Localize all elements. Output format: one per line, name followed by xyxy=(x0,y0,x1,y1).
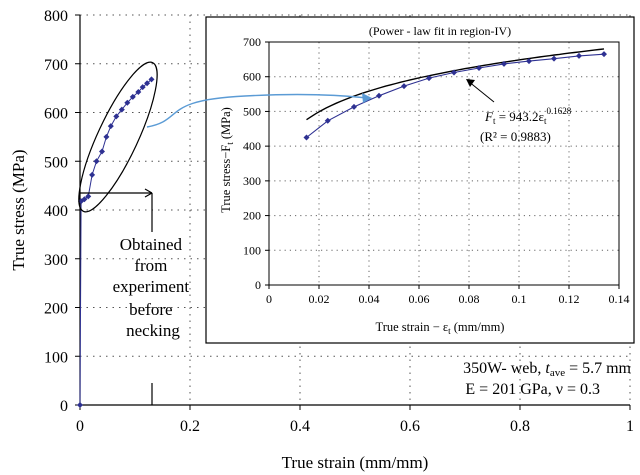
main-data-point xyxy=(135,89,142,96)
main-y-tick-label: 0 xyxy=(60,398,68,415)
main-data-point xyxy=(144,80,151,87)
inset-x-tick-label: 0 xyxy=(266,292,272,306)
inset-data-point xyxy=(526,58,532,65)
inset-data-point xyxy=(476,65,482,72)
main-y-tick-label: 700 xyxy=(44,57,68,74)
equation-arrow-head xyxy=(466,79,475,87)
main-y-axis-title: True stress (MPa) xyxy=(9,149,28,270)
inset-data-point xyxy=(303,134,310,141)
inset-data-point xyxy=(451,69,457,76)
main-data-point xyxy=(99,148,105,155)
inset-y-tick-label: 500 xyxy=(243,104,261,118)
main-y-tick-label: 500 xyxy=(44,154,68,171)
main-data-point xyxy=(129,93,136,100)
main-series xyxy=(77,76,155,408)
main-x-tick-label: 0.6 xyxy=(400,418,420,435)
inset-data-point xyxy=(324,117,331,124)
experiment-label-line-5: necking xyxy=(126,321,180,340)
inset-ticks: 0 0.02 0.04 0.06 0.08 0.1 0.12 0.14 0 100 200 300 40… xyxy=(243,35,630,306)
main-x-tick-label: 0 xyxy=(76,418,84,435)
inset-data-point xyxy=(351,103,357,110)
zoom-connector-arrow xyxy=(146,93,369,128)
range-arrow-head xyxy=(144,188,153,198)
inset-data-point xyxy=(501,60,507,67)
inset-series xyxy=(303,51,607,141)
main-data-point xyxy=(118,106,125,113)
inset-plot-border xyxy=(268,41,620,286)
inset-data-point xyxy=(426,75,432,82)
main-data-point xyxy=(81,196,88,203)
main-data-point xyxy=(148,76,155,83)
material-annotation-line-1: 350W- web, tave = 5.7 mm xyxy=(463,360,631,379)
fit-equation: Ft = 943.2εt0.1628 xyxy=(484,106,572,126)
inset-y-tick-label: 700 xyxy=(243,35,261,49)
inset-x-tick-label: 0.06 xyxy=(409,292,430,306)
main-y-tick-label: 100 xyxy=(44,349,68,366)
experiment-label-line-4: before xyxy=(129,300,172,319)
inset-data-point xyxy=(401,83,407,90)
inset-grid xyxy=(269,42,619,285)
zoom-connector-arrowhead xyxy=(362,93,372,103)
region-ellipse xyxy=(78,61,158,213)
material-annotation-line-2: E = 201 GPa, ν = 0.3 xyxy=(465,381,600,398)
main-data-point xyxy=(103,133,110,140)
main-data-point xyxy=(107,123,114,130)
experiment-label: Obtained from experiment before necking xyxy=(113,235,194,340)
main-y-tick-label: 800 xyxy=(44,8,68,25)
inset-x-tick-label: 0.1 xyxy=(512,292,527,306)
inset-data-point xyxy=(376,92,382,99)
inset-x-tick-label: 0.12 xyxy=(559,292,580,306)
main-data-point xyxy=(139,84,146,91)
main-ticks: 0 0.2 0.4 0.6 0.8 1 0 100 200 300 400 500 600 700 800 xyxy=(44,8,634,435)
inset-title: (Power - law fit in region-IV) xyxy=(369,24,511,38)
inset-x-tick-label: 0.08 xyxy=(459,292,480,306)
main-data-point xyxy=(85,193,92,200)
main-y-tick-label: 400 xyxy=(44,203,68,220)
main-data-point xyxy=(93,158,100,165)
main-data-point xyxy=(77,402,83,408)
main-data-point xyxy=(89,171,96,178)
r-squared: (R² = 0.9883) xyxy=(480,129,551,144)
inset-y-tick-label: 0 xyxy=(255,278,261,292)
power-law-fit-line xyxy=(306,48,605,121)
inset-x-tick-label: 0.14 xyxy=(609,292,630,306)
inset-y-tick-label: 300 xyxy=(243,174,261,188)
main-data-point xyxy=(113,113,120,120)
main-data-point xyxy=(124,99,131,106)
inset-data-point xyxy=(601,51,607,58)
main-x-tick-label: 1 xyxy=(626,418,634,435)
main-y-tick-label: 200 xyxy=(44,301,68,318)
inset-x-tick-label: 0.04 xyxy=(359,292,380,306)
inset-y-tick-label: 400 xyxy=(243,139,261,153)
main-x-tick-label: 0.4 xyxy=(290,418,310,435)
inset-x-axis-title: True strain − εt (mm/mm) xyxy=(376,320,505,336)
inset-y-tick-label: 600 xyxy=(243,70,261,84)
inset-y-tick-label: 200 xyxy=(243,209,261,223)
equation-arrow-line xyxy=(467,80,495,103)
main-x-tick-label: 0.8 xyxy=(510,418,530,435)
inset-x-tick-label: 0.02 xyxy=(309,292,330,306)
main-y-tick-label: 600 xyxy=(44,106,68,123)
experiment-label-line-2: from xyxy=(134,256,167,275)
main-x-axis-title: True strain (mm/mm) xyxy=(282,453,429,472)
inset-data-point xyxy=(576,52,582,59)
experiment-label-line-1: Obtained xyxy=(120,235,183,254)
inset-y-axis-title: True stress−Ft (MPa) xyxy=(219,107,235,213)
inset-y-tick-label: 100 xyxy=(243,243,261,257)
main-x-tick-label: 0.2 xyxy=(180,418,200,435)
inset-data-point xyxy=(551,55,557,62)
main-y-tick-label: 300 xyxy=(44,252,68,269)
inset-frame xyxy=(205,16,635,344)
experiment-label-line-3: experiment xyxy=(113,277,190,296)
